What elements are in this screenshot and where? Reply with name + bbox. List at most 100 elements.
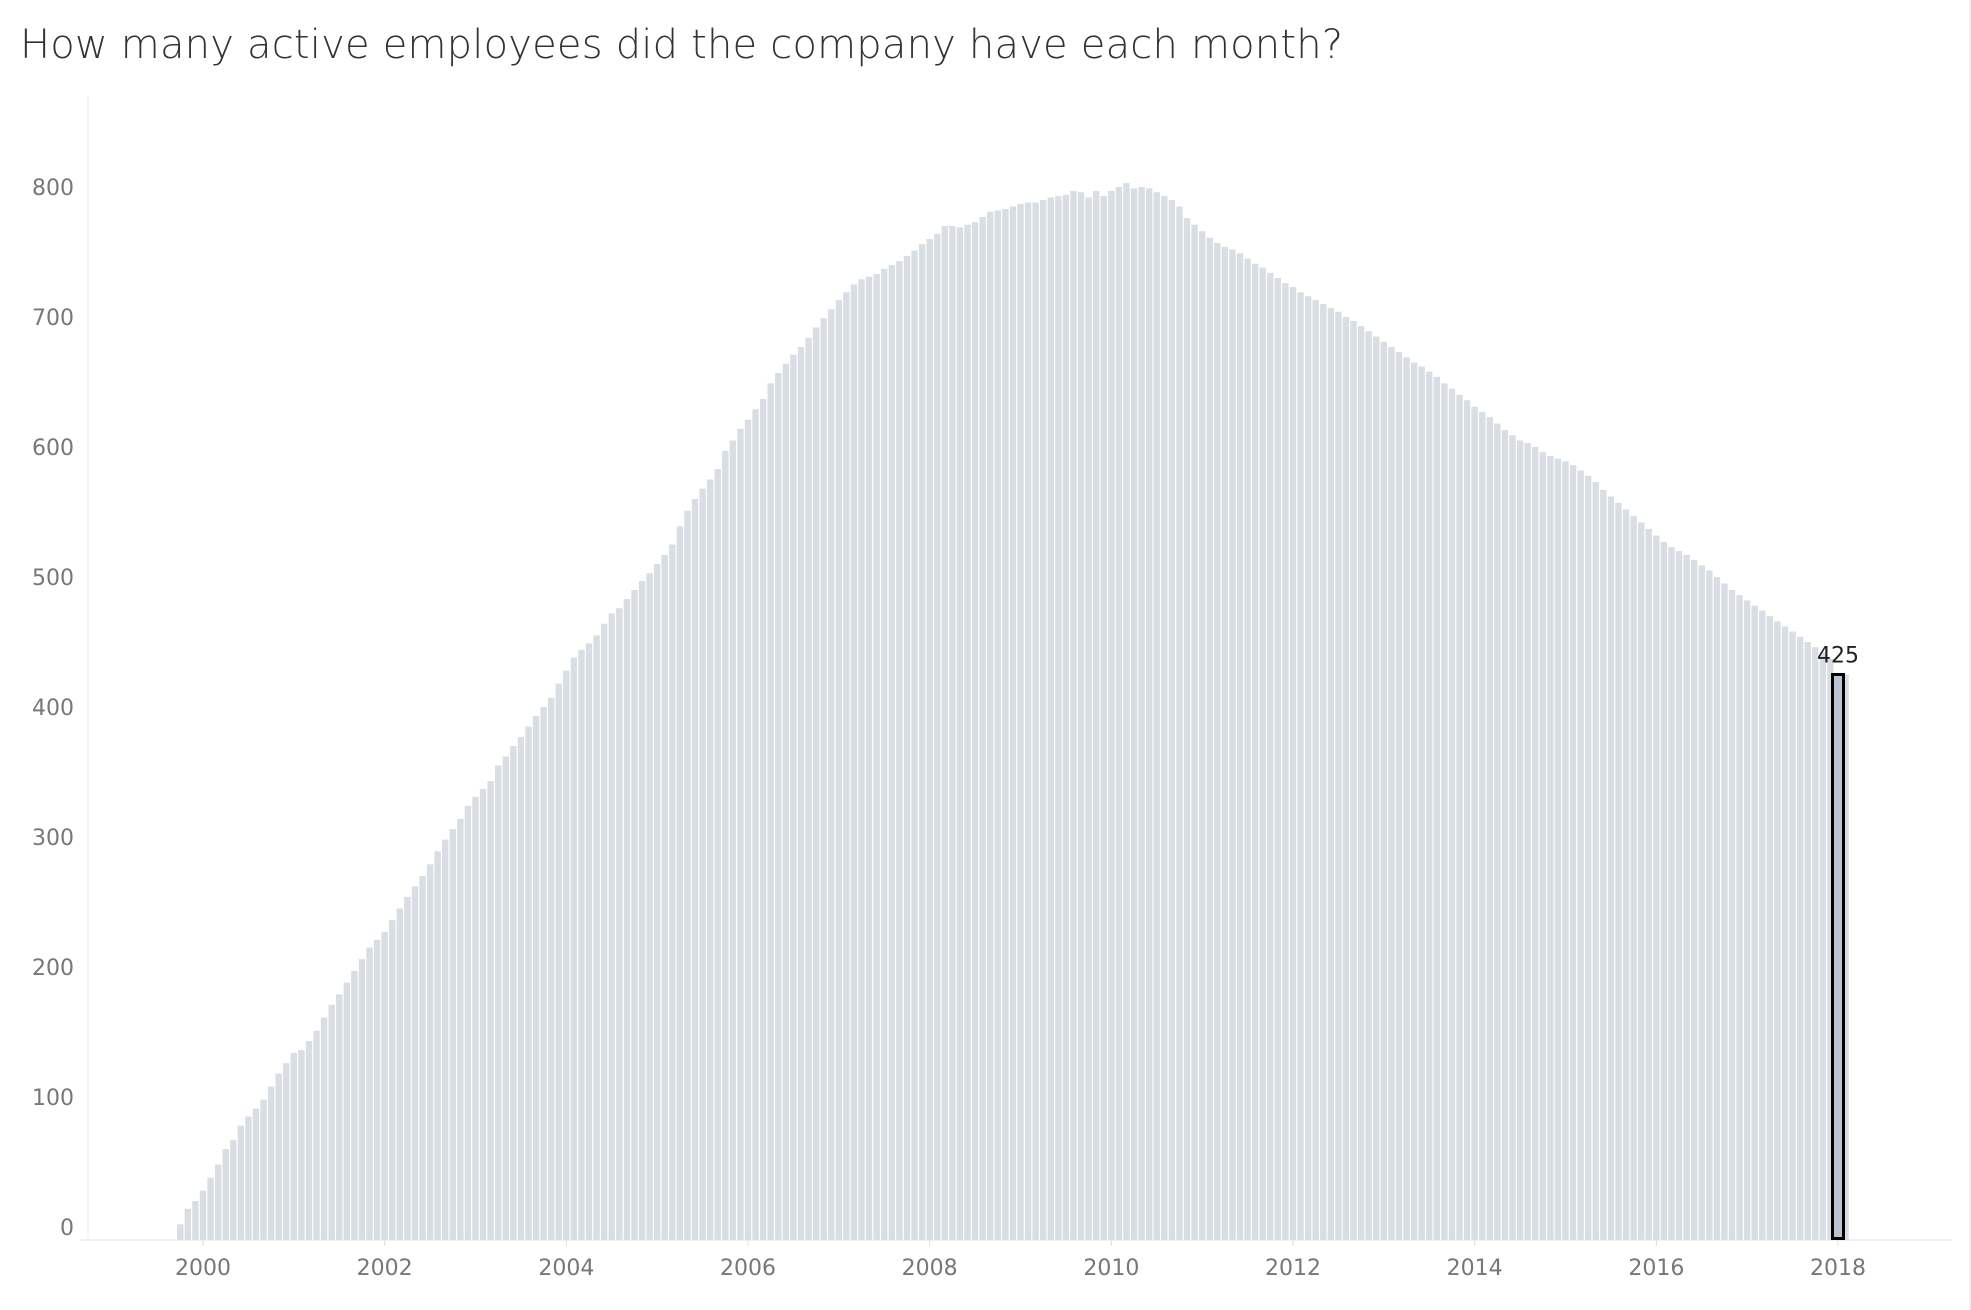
bar xyxy=(1320,304,1327,1240)
bar xyxy=(1289,287,1297,1241)
bar xyxy=(290,1052,298,1240)
x-tick-label: 2004 xyxy=(538,1256,594,1281)
bar xyxy=(971,222,979,1241)
bar xyxy=(366,947,373,1240)
bar xyxy=(1532,447,1539,1240)
bar xyxy=(699,488,706,1241)
bar xyxy=(1108,190,1115,1240)
bar xyxy=(903,255,911,1240)
bar xyxy=(706,479,714,1240)
bar xyxy=(1335,311,1342,1240)
bar xyxy=(737,428,744,1240)
bar xyxy=(1229,249,1236,1240)
data-label: 425 xyxy=(1817,644,1859,669)
bar xyxy=(1569,465,1577,1240)
bar xyxy=(941,226,948,1240)
bar xyxy=(1373,336,1380,1240)
bar xyxy=(495,765,502,1240)
bar xyxy=(1706,570,1713,1240)
bar xyxy=(1592,482,1599,1241)
bar xyxy=(729,440,737,1240)
bar xyxy=(532,716,540,1240)
bar xyxy=(1221,246,1229,1241)
bar xyxy=(835,300,843,1241)
bar xyxy=(653,564,661,1240)
bar xyxy=(1796,636,1804,1240)
bar xyxy=(1812,647,1819,1240)
bar xyxy=(1418,366,1425,1240)
bar xyxy=(1728,590,1736,1240)
bar xyxy=(669,544,676,1240)
bar xyxy=(358,959,366,1240)
bar xyxy=(865,276,873,1240)
bar xyxy=(1448,388,1456,1240)
bar xyxy=(1501,430,1509,1241)
bar xyxy=(691,499,699,1240)
bar xyxy=(1653,535,1660,1240)
bar xyxy=(1206,237,1213,1240)
bar xyxy=(1607,496,1615,1240)
bar xyxy=(1827,658,1834,1240)
x-tick-label: 2018 xyxy=(1810,1256,1866,1281)
bar xyxy=(979,216,986,1240)
bar xyxy=(426,864,434,1240)
bar xyxy=(661,554,668,1240)
bar xyxy=(336,994,343,1240)
x-tick-label: 2014 xyxy=(1447,1256,1503,1281)
bar xyxy=(1759,610,1766,1240)
bar xyxy=(510,746,517,1240)
bar xyxy=(1002,209,1009,1241)
bar xyxy=(805,337,812,1240)
bar xyxy=(646,573,653,1240)
bar xyxy=(820,318,827,1240)
bar xyxy=(1819,652,1827,1240)
bar xyxy=(1342,317,1350,1240)
bar xyxy=(1630,515,1637,1240)
bar xyxy=(956,227,964,1241)
bar xyxy=(1494,423,1501,1241)
bar xyxy=(797,346,805,1240)
bar xyxy=(1297,292,1304,1240)
bar xyxy=(1274,278,1282,1240)
bar xyxy=(1115,187,1123,1240)
bar xyxy=(1690,560,1698,1240)
bar xyxy=(1093,190,1100,1240)
bar xyxy=(623,599,631,1240)
bar xyxy=(1426,371,1433,1241)
y-tick-label: 300 xyxy=(32,826,74,851)
bar xyxy=(1751,605,1758,1240)
highlighted-bar xyxy=(1831,673,1845,1240)
bar xyxy=(1244,258,1251,1240)
bar xyxy=(1267,272,1274,1240)
bar xyxy=(918,244,926,1240)
bar xyxy=(1077,192,1085,1241)
bar xyxy=(305,1041,313,1240)
bar xyxy=(479,788,487,1240)
bar xyxy=(812,327,820,1240)
bar xyxy=(631,590,638,1240)
bar xyxy=(1062,194,1070,1240)
bar xyxy=(260,1099,267,1240)
bar xyxy=(1743,600,1751,1240)
bar xyxy=(1040,200,1047,1240)
bar xyxy=(1327,307,1335,1240)
bar xyxy=(1585,475,1592,1241)
bar xyxy=(1554,458,1562,1240)
bar xyxy=(1509,435,1516,1240)
x-tick-label: 2016 xyxy=(1628,1256,1684,1281)
bar xyxy=(828,309,835,1240)
bar xyxy=(1183,218,1191,1240)
bar xyxy=(926,239,933,1240)
bar xyxy=(1698,565,1705,1240)
bar xyxy=(298,1050,305,1240)
bar xyxy=(487,781,494,1240)
bar xyxy=(1161,196,1168,1241)
bar xyxy=(389,920,396,1240)
y-tick-label: 200 xyxy=(32,956,74,981)
bar xyxy=(1251,263,1259,1240)
bar xyxy=(457,818,464,1240)
bar xyxy=(1403,357,1410,1240)
bar xyxy=(381,931,388,1240)
bar xyxy=(419,876,426,1240)
